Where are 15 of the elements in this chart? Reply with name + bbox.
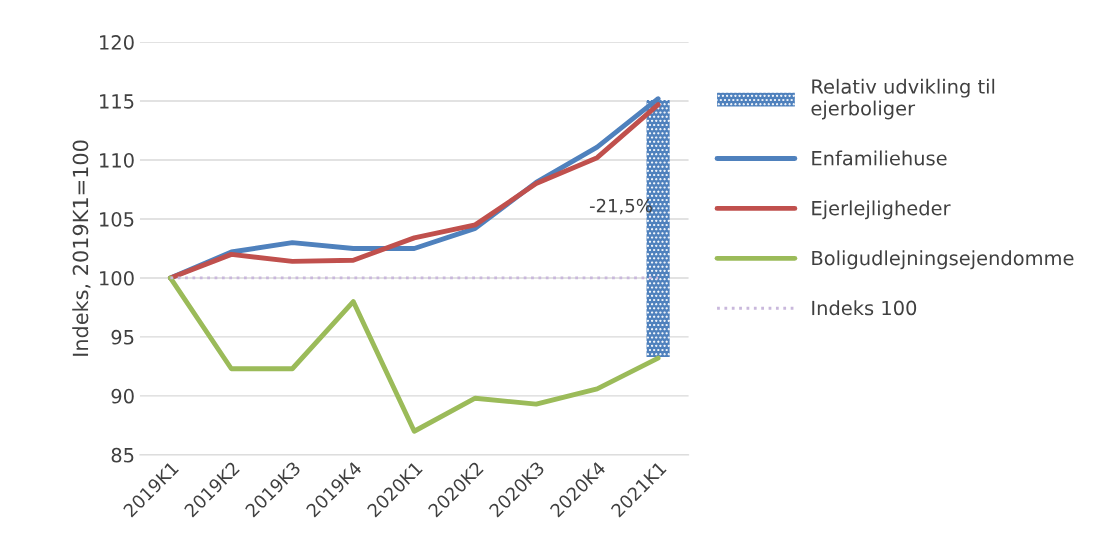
legend-label: Indeks 100 [812,300,917,316]
y-tick-label: 90 [111,388,134,404]
y-tick-label: 115 [100,94,134,109]
y-tick-label: 95 [111,329,134,345]
y-tick-label: 120 [100,35,134,50]
legend-label: Relativ udvikling til ejerboliger [811,78,995,120]
y-tick-label: 110 [100,152,134,168]
y-tick-label: 100 [100,270,134,286]
y-tick-label: 105 [100,211,134,227]
legend-label: Boligudlejningsejendomme [812,250,1074,270]
y-tick-label: 85 [111,447,134,463]
y-axis-title: Indeks, 2019K1=100 [72,140,91,356]
legend-label: Enfamiliehuse [812,150,947,166]
line-series [167,275,661,434]
legend-label: Ejerlejligheder [812,200,951,220]
